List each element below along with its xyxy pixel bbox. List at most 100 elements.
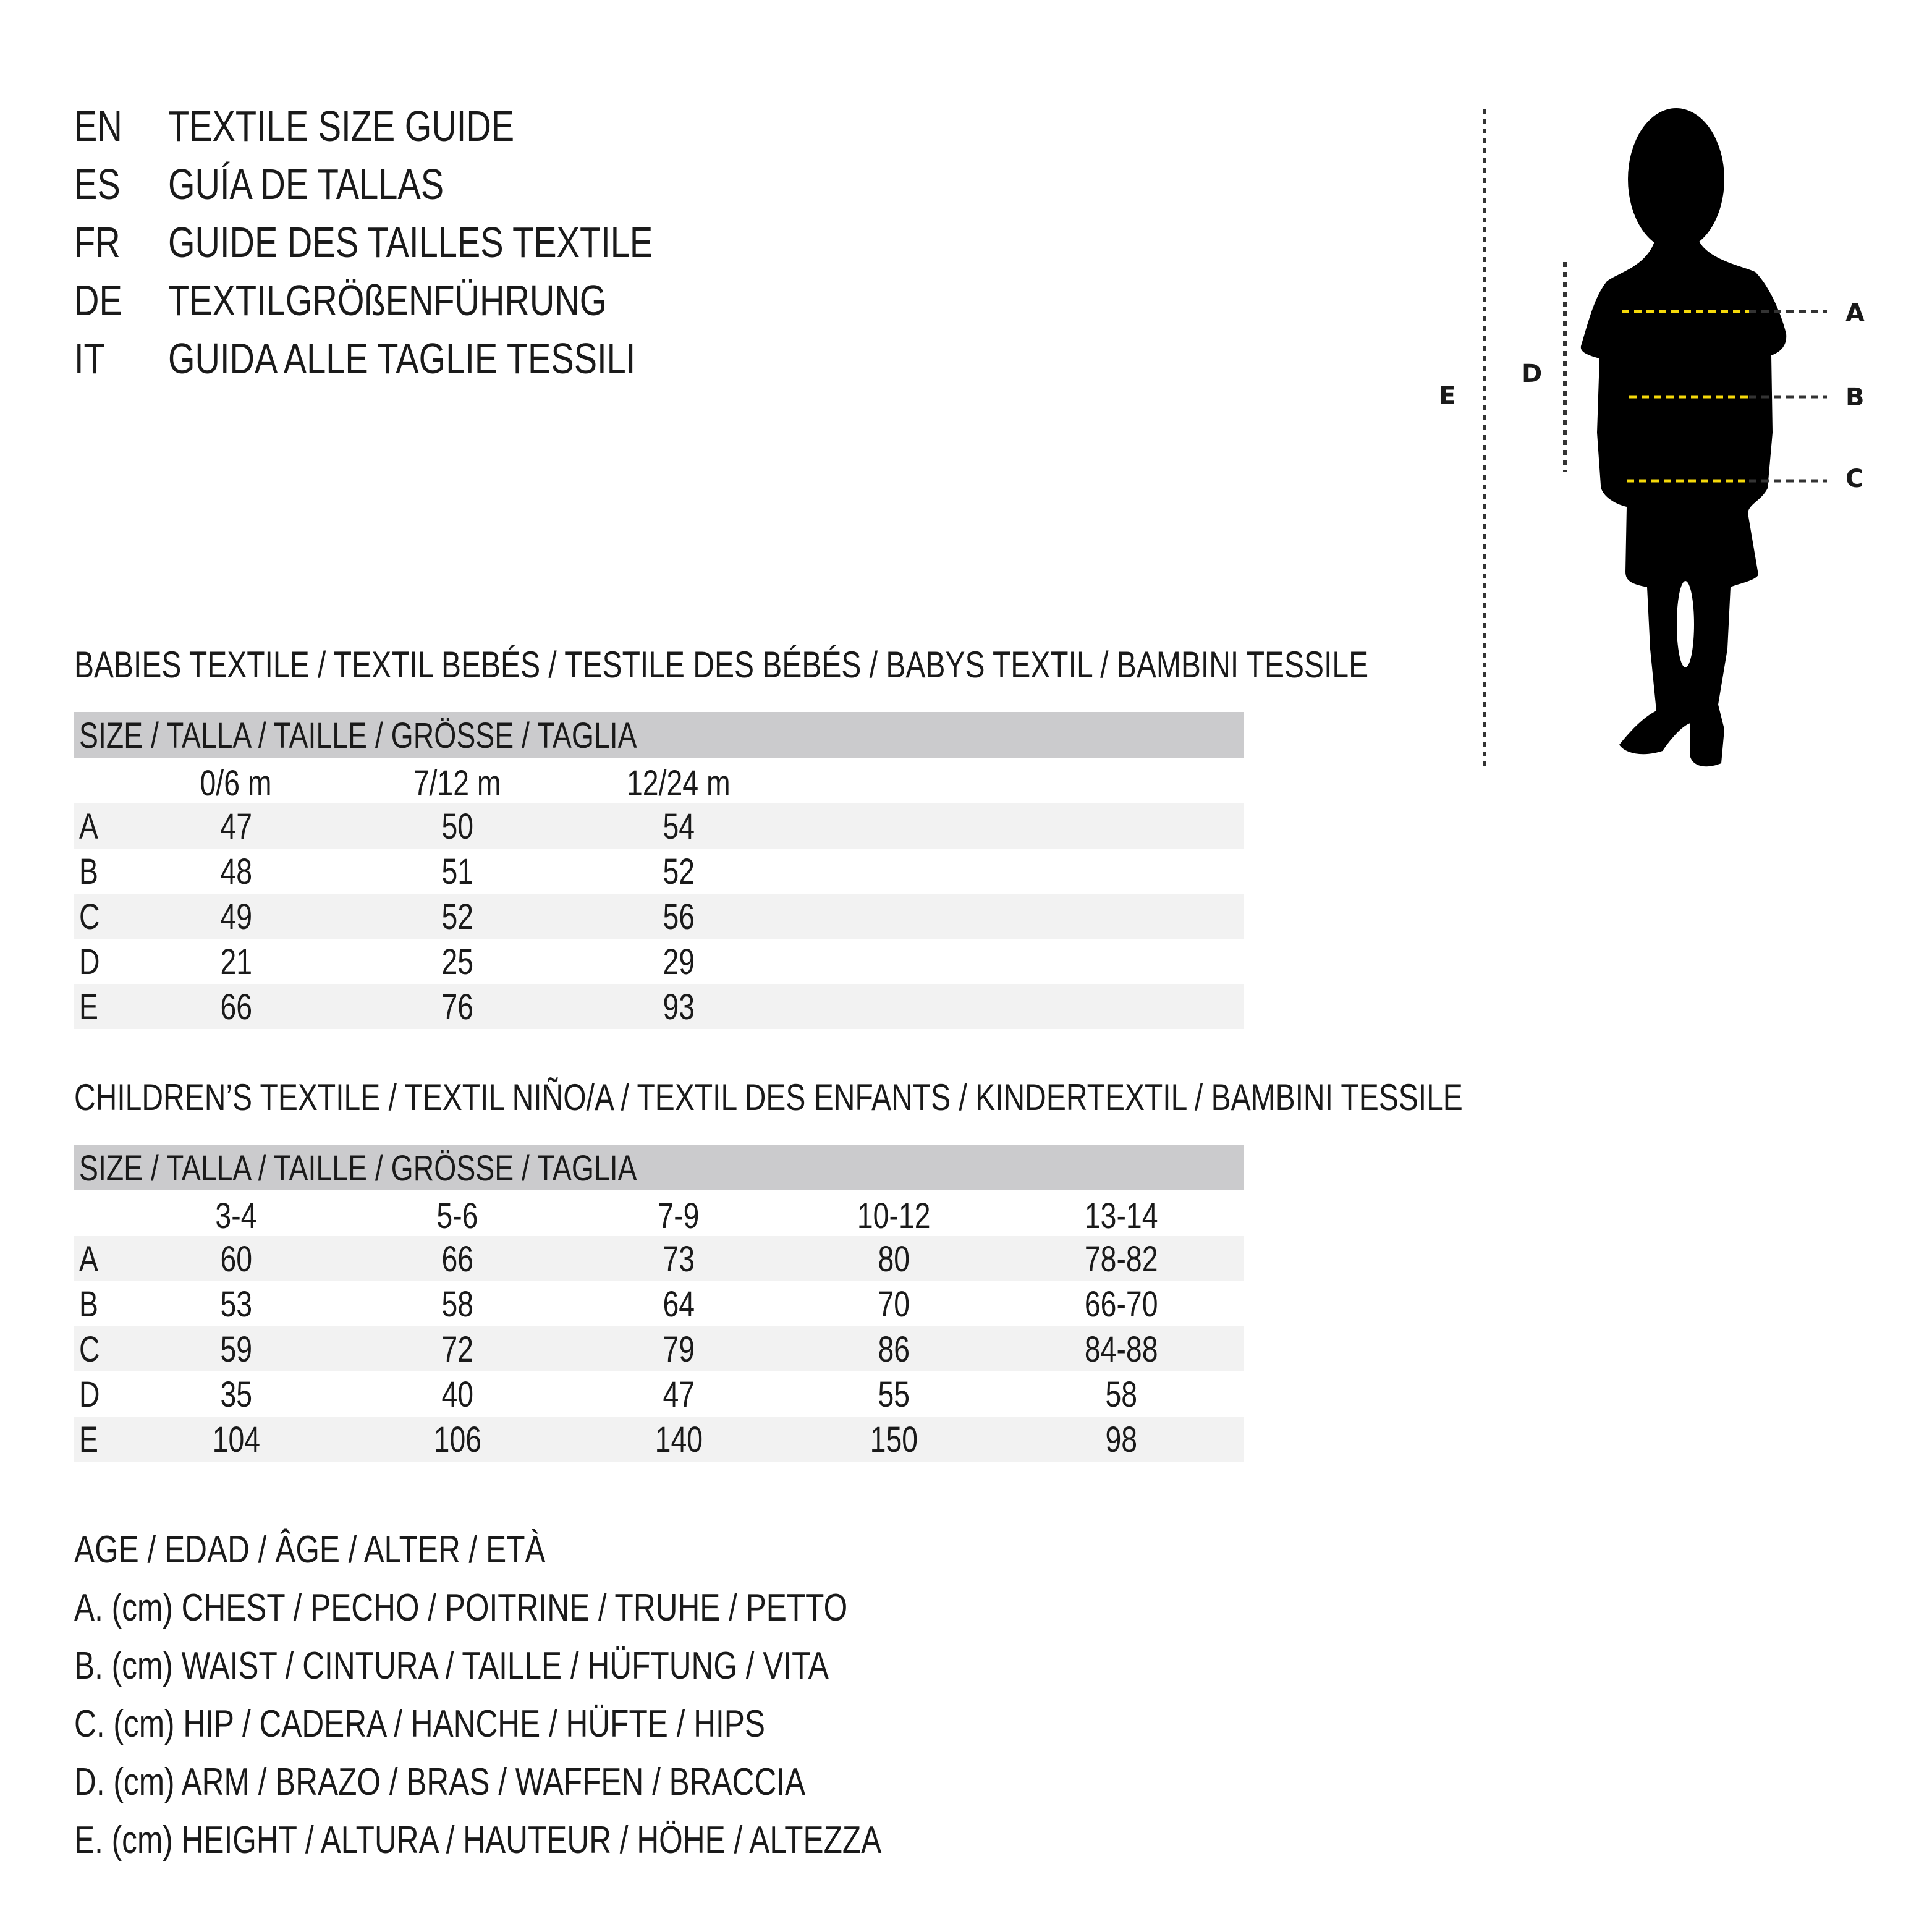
table-cell: 50 [441, 807, 473, 847]
section-title-text: CHILDREN’S TEXTILE / TEXTIL NIÑO/A / TEX… [74, 1077, 1463, 1118]
table-cell: 58 [1105, 1375, 1137, 1415]
table-cell: 66 [441, 1239, 473, 1279]
column-header: 7-9 [658, 1196, 700, 1236]
table-cell: 21 [220, 942, 252, 982]
table-cell: 104 [212, 1420, 260, 1460]
row-label: C [79, 897, 100, 937]
table-cell: 76 [441, 987, 473, 1027]
table-row: A 60 66 73 80 78-82 [74, 1236, 1244, 1281]
table-cell: 84-88 [1084, 1329, 1158, 1370]
silhouette-icon [1580, 108, 1787, 767]
legend-item: AGE / EDAD / ÂGE / ALTER / ETÀ [74, 1528, 546, 1571]
children-section-title: CHILDREN’S TEXTILE / TEXTIL NIÑO/A / TEX… [74, 1073, 1810, 1122]
title-line: GUIDA ALLE TAGLIE TESSILI [168, 329, 752, 388]
legend-item: B. (cm) WAIST / CINTURA / TAILLE / HÜFTU… [74, 1645, 829, 1687]
legend-item: C. (cm) HIP / CADERA / HANCHE / HÜFTE / … [74, 1703, 765, 1745]
title-line: TEXTILE SIZE GUIDE [168, 97, 601, 155]
table-cell: 93 [663, 987, 695, 1027]
row-label: D [79, 942, 100, 982]
babies-size-header: SIZE / TALLA / TAILLE / GRÖSSE / TAGLIA [74, 712, 1244, 758]
table-cell: 25 [441, 942, 473, 982]
size-header-text: SIZE / TALLA / TAILLE / GRÖSSE / TAGLIA [79, 716, 637, 756]
section-title-text: BABIES TEXTILE / TEXTIL BEBÉS / TESTILE … [74, 644, 1369, 685]
column-header: 3-4 [215, 1196, 257, 1236]
label-b: B [1845, 383, 1865, 412]
column-header: 12/24 m [627, 763, 731, 803]
table-cell: 47 [220, 807, 252, 847]
table-cell: 40 [441, 1375, 473, 1415]
table-cell: 49 [220, 897, 252, 937]
title-text: TEXTILE SIZE GUIDE [168, 102, 515, 150]
column-header: 10-12 [857, 1196, 931, 1236]
table-cell: 64 [663, 1284, 695, 1324]
title-line: GUÍA DE TALLAS [168, 155, 513, 213]
table-cell: 51 [441, 852, 473, 892]
table-cell: 60 [220, 1239, 252, 1279]
table-row: E 104 106 140 150 98 [74, 1417, 1244, 1462]
table-row: A 47 50 54 [74, 803, 1244, 849]
row-label: A [79, 807, 98, 847]
babies-section-title: BABIES TEXTILE / TEXTIL BEBÉS / TESTILE … [74, 640, 1692, 690]
table-cell: 56 [663, 897, 695, 937]
lang-code-text: ES [74, 160, 121, 208]
column-header: 7/12 m [413, 763, 501, 803]
lang-code-text: FR [74, 218, 121, 266]
table-row: C 49 52 56 [74, 894, 1244, 939]
row-label: D [79, 1375, 100, 1415]
table-cell: 35 [220, 1375, 252, 1415]
column-header: 0/6 m [200, 763, 273, 803]
legend-item: E. (cm) HEIGHT / ALTURA / HAUTEUR / HÖHE… [74, 1819, 882, 1862]
table-row: E 66 76 93 [74, 984, 1244, 1029]
table-cell: 80 [878, 1239, 910, 1279]
table-cell: 73 [663, 1239, 695, 1279]
lang-code: DE [74, 271, 167, 329]
table-cell: 66-70 [1084, 1284, 1158, 1324]
table-cell: 48 [220, 852, 252, 892]
lang-code-text: IT [74, 334, 105, 383]
title-line: GUIDE DES TAILLES TEXTILE [168, 213, 774, 271]
legend-item: A. (cm) CHEST / PECHO / POITRINE / TRUHE… [74, 1587, 848, 1629]
table-row: B 48 51 52 [74, 849, 1244, 894]
label-d: D [1522, 360, 1542, 388]
column-header: 13-14 [1084, 1196, 1158, 1236]
row-label: A [79, 1239, 98, 1279]
table-cell: 140 [655, 1420, 703, 1460]
table-cell: 55 [878, 1375, 910, 1415]
lang-code-text: DE [74, 276, 122, 324]
row-label: E [79, 1420, 98, 1460]
table-cell: 52 [663, 852, 695, 892]
table-cell: 54 [663, 807, 695, 847]
title-line: TEXTILGRÖßENFÜHRUNG [168, 271, 716, 329]
table-cell: 78-82 [1084, 1239, 1158, 1279]
table-cell: 72 [441, 1329, 473, 1370]
babies-column-headers: 0/6 m 7/12 m 12/24 m [74, 760, 1244, 805]
row-label: B [79, 852, 98, 892]
table-cell: 52 [441, 897, 473, 937]
lang-code: IT [74, 329, 167, 388]
table-cell: 58 [441, 1284, 473, 1324]
lang-code: ES [74, 155, 167, 213]
table-cell: 86 [878, 1329, 910, 1370]
table-cell: 29 [663, 942, 695, 982]
size-header-text: SIZE / TALLA / TAILLE / GRÖSSE / TAGLIA [79, 1148, 637, 1188]
column-header: 5-6 [436, 1196, 478, 1236]
table-cell: 70 [878, 1284, 910, 1324]
table-cell: 98 [1105, 1420, 1137, 1460]
lang-code-text: EN [74, 102, 122, 150]
title-text: TEXTILGRÖßENFÜHRUNG [168, 276, 607, 324]
table-cell: 53 [220, 1284, 252, 1324]
row-label: C [79, 1329, 100, 1370]
legend-item: D. (cm) ARM / BRAZO / BRAS / WAFFEN / BR… [74, 1761, 806, 1803]
table-row: B 53 58 64 70 66-70 [74, 1281, 1244, 1326]
table-cell: 150 [870, 1420, 918, 1460]
row-label: E [79, 987, 98, 1027]
lang-code: EN [74, 97, 167, 155]
table-row: D 21 25 29 [74, 939, 1244, 984]
title-text: GUIDE DES TAILLES TEXTILE [168, 218, 653, 266]
table-row: C 59 72 79 86 84-88 [74, 1326, 1244, 1371]
table-cell: 106 [433, 1420, 481, 1460]
label-a: A [1845, 299, 1865, 328]
children-column-headers: 3-4 5-6 7-9 10-12 13-14 [74, 1193, 1244, 1238]
row-label: B [79, 1284, 98, 1324]
